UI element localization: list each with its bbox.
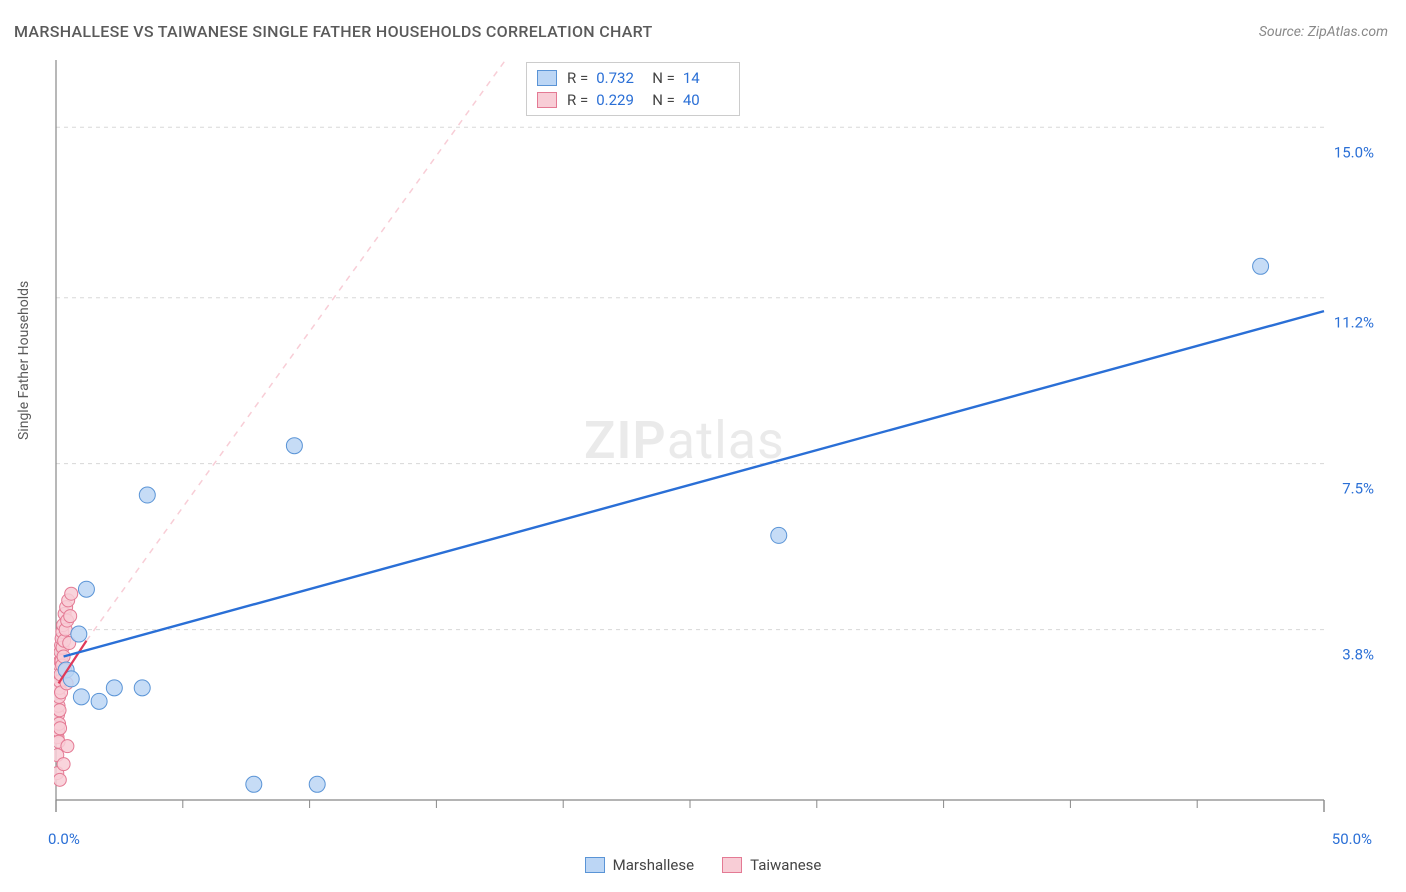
n-label: N = [652, 67, 675, 89]
svg-text:3.8%: 3.8% [1342, 646, 1374, 664]
svg-text:11.2%: 11.2% [1334, 314, 1374, 332]
n-value-taiwanese: 40 [683, 89, 729, 111]
chart-area: 3.8%7.5%11.2%15.0% ZIPatlas R = 0.732 N … [54, 58, 1386, 824]
source-attribution: Source: ZipAtlas.com [1259, 24, 1388, 40]
svg-text:15.0%: 15.0% [1334, 143, 1374, 161]
source-name: ZipAtlas.com [1308, 24, 1388, 40]
legend-item-marshallese: Marshallese [585, 856, 694, 874]
stats-legend-row-marshallese: R = 0.732 N = 14 [537, 67, 729, 89]
scatter-chart-svg: 3.8% 7.5% 11.2% 15.0% [54, 58, 1386, 824]
legend-label-marshallese: Marshallese [613, 856, 694, 874]
x-axis-max-label: 50.0% [1332, 830, 1372, 848]
source-prefix: Source: [1259, 24, 1308, 40]
svg-text:7.5%: 7.5% [1342, 480, 1374, 498]
r-value-taiwanese: 0.229 [596, 89, 642, 111]
x-axis-min-label: 0.0% [48, 830, 80, 848]
n-value-marshallese: 14 [683, 67, 729, 89]
r-value-marshallese: 0.732 [596, 67, 642, 89]
y-axis-label: Single Father Households [16, 281, 32, 440]
stats-legend-row-taiwanese: R = 0.229 N = 40 [537, 89, 729, 111]
bottom-legend: Marshallese Taiwanese [0, 856, 1406, 874]
stats-legend-box: R = 0.732 N = 14 R = 0.229 N = 40 [526, 62, 740, 116]
r-label: R = [567, 89, 588, 111]
swatch-marshallese [585, 857, 605, 873]
legend-label-taiwanese: Taiwanese [750, 856, 821, 874]
chart-title: MARSHALLESE VS TAIWANESE SINGLE FATHER H… [14, 22, 653, 41]
r-label: R = [567, 67, 588, 89]
n-label: N = [652, 89, 675, 111]
swatch-marshallese [537, 70, 557, 86]
legend-item-taiwanese: Taiwanese [722, 856, 821, 874]
swatch-taiwanese [722, 857, 742, 873]
swatch-taiwanese [537, 92, 557, 108]
